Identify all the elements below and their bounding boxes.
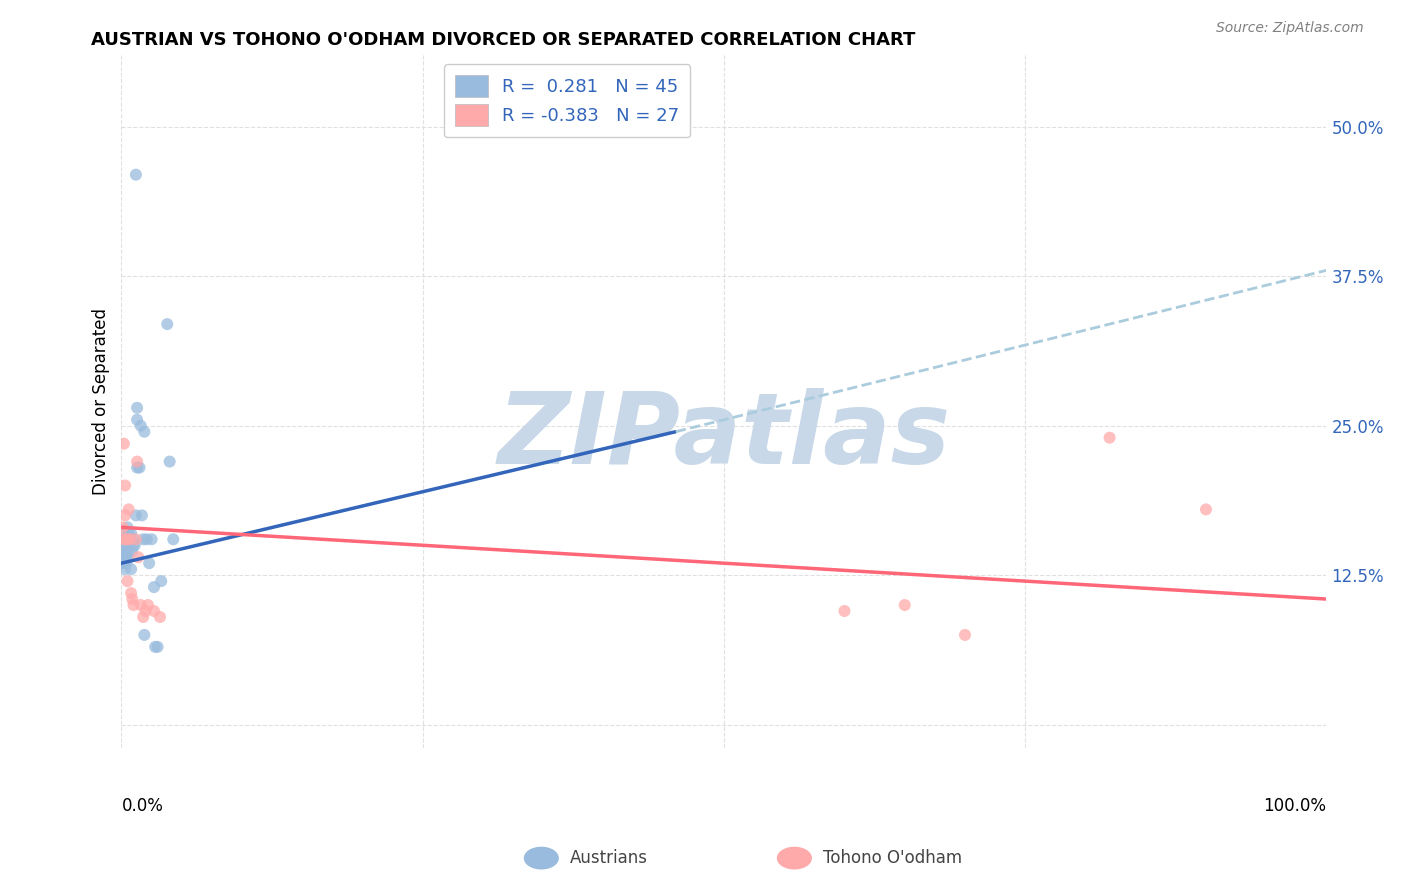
Point (159, 454, 181, 468)
Point (118, 533, 141, 547)
Point (117, 550, 139, 565)
Point (125, 508, 148, 523)
Text: 100.0%: 100.0% (1264, 797, 1326, 815)
Point (111, 533, 134, 547)
Point (117, 520, 139, 534)
Point (143, 604, 166, 618)
Point (122, 538, 145, 552)
Point (124, 538, 146, 552)
Point (162, 533, 184, 547)
Point (122, 533, 145, 547)
Point (111, 544, 134, 558)
Point (136, 598, 159, 612)
Point (114, 538, 136, 552)
Point (115, 533, 138, 547)
Point (111, 520, 134, 534)
Point (112, 533, 135, 547)
Point (953, 628, 976, 642)
Point (111, 550, 134, 565)
Point (132, 533, 155, 547)
Point (121, 592, 143, 607)
Point (127, 454, 149, 468)
Text: Source: ZipAtlas.com: Source: ZipAtlas.com (1216, 21, 1364, 35)
Point (143, 640, 166, 654)
Point (111, 556, 134, 570)
Text: Tohono O'odham: Tohono O'odham (823, 849, 962, 867)
Point (121, 544, 143, 558)
Point (129, 598, 152, 612)
Point (117, 574, 139, 588)
Point (128, 460, 150, 475)
Point (132, 610, 155, 624)
Point (120, 562, 142, 576)
Text: AUSTRIAN VS TOHONO O'ODHAM DIVORCED OR SEPARATED CORRELATION CHART: AUSTRIAN VS TOHONO O'ODHAM DIVORCED OR S… (91, 31, 915, 49)
Text: ZIPatlas: ZIPatlas (498, 388, 950, 485)
Point (134, 425, 156, 439)
Y-axis label: Divorced or Separated: Divorced or Separated (93, 309, 110, 495)
Point (134, 628, 156, 642)
Point (125, 533, 148, 547)
Point (141, 533, 163, 547)
Point (135, 604, 157, 618)
Point (120, 526, 142, 541)
Point (117, 533, 139, 547)
Point (112, 556, 135, 570)
Point (146, 640, 169, 654)
Point (127, 401, 149, 415)
Text: 0.0%: 0.0% (121, 797, 163, 815)
Point (834, 604, 856, 618)
Point (1195, 502, 1218, 516)
Point (131, 508, 153, 523)
Text: Austrians: Austrians (569, 849, 647, 867)
Point (118, 544, 141, 558)
Point (118, 526, 141, 541)
Point (125, 168, 148, 182)
Point (114, 544, 136, 558)
Point (143, 580, 166, 594)
Point (112, 550, 135, 565)
Point (118, 533, 141, 547)
Point (112, 526, 135, 541)
Point (112, 436, 135, 450)
Point (115, 556, 138, 570)
Point (120, 586, 142, 600)
Point (122, 598, 145, 612)
Point (114, 562, 136, 576)
Point (138, 556, 160, 570)
Point (114, 508, 136, 523)
Point (115, 550, 138, 565)
Point (149, 610, 172, 624)
Point (893, 598, 915, 612)
Point (135, 533, 157, 547)
Point (1098, 431, 1121, 445)
Point (150, 574, 173, 588)
Point (129, 418, 152, 433)
Legend: R =  0.281   N = 45, R = -0.383   N = 27: R = 0.281 N = 45, R = -0.383 N = 27 (444, 64, 690, 137)
Point (118, 502, 141, 516)
Point (117, 533, 139, 547)
Point (156, 317, 179, 331)
Point (127, 550, 149, 565)
Point (114, 478, 136, 492)
Point (127, 413, 149, 427)
Point (127, 460, 149, 475)
